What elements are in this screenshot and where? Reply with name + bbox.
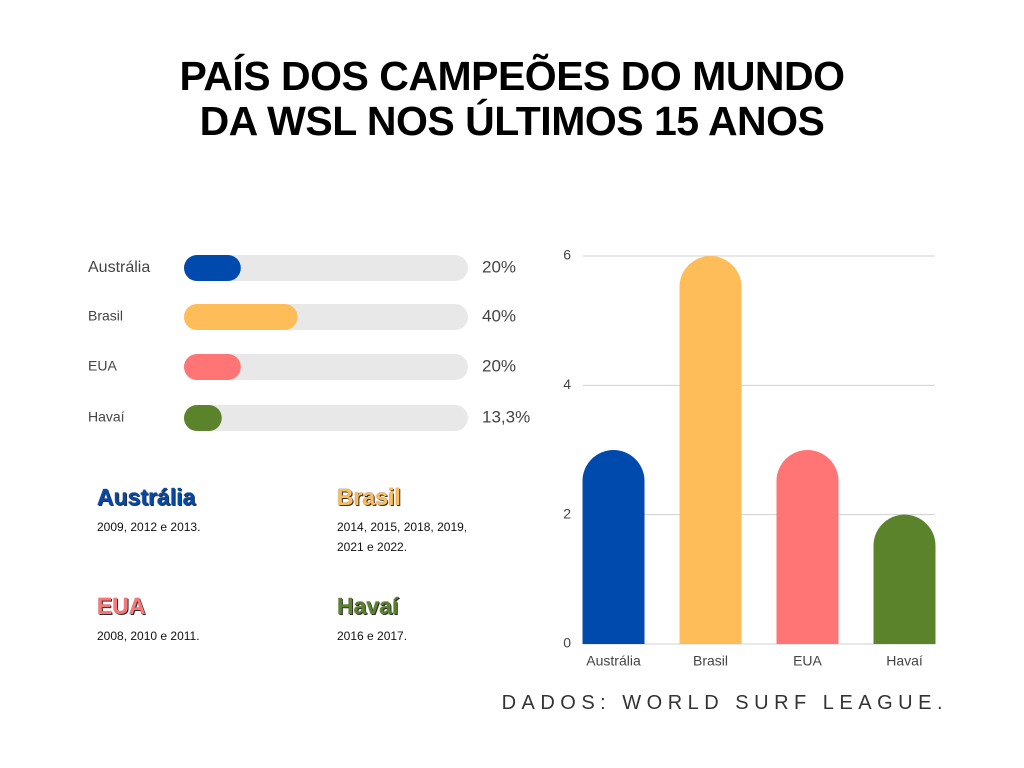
bar	[582, 450, 645, 644]
progress-bar	[184, 405, 222, 431]
progress-bar	[184, 255, 241, 281]
x-tick-label: Brasil	[693, 653, 728, 669]
y-tick-label: 0	[563, 635, 571, 651]
value-label: 40%	[482, 306, 516, 325]
card-title: Austrália	[97, 484, 196, 510]
progress-bar	[184, 354, 241, 380]
card-years: 2009, 2012 e 2013.	[97, 520, 201, 534]
card-years: 2016 e 2017.	[337, 629, 408, 643]
card-years: 2014, 2015, 2018, 2019, 2021 e 2022.	[337, 520, 468, 554]
bar	[873, 514, 936, 644]
track	[184, 354, 468, 380]
value-label: 20%	[482, 257, 516, 276]
bar	[776, 450, 839, 644]
track	[184, 255, 468, 281]
x-tick-label: Havaí	[886, 653, 923, 669]
card: EUA 2008, 2010 e 2011.	[97, 593, 257, 646]
track	[184, 405, 468, 431]
card-title: Havaí	[337, 593, 399, 619]
row-label: Brasil	[88, 308, 123, 324]
row-label: Havaí	[88, 409, 125, 425]
card-years: 2008, 2010 e 2011.	[97, 629, 200, 643]
y-tick-label: 6	[563, 247, 571, 263]
progress-bar	[184, 304, 298, 330]
row-label: Austrália	[88, 259, 150, 276]
card-title: Brasil	[337, 484, 401, 510]
title: PAÍS DOS CAMPEÕES DO MUNDO DA WSL NOS ÚL…	[179, 53, 845, 144]
x-tick-label: EUA	[793, 653, 822, 669]
x-tick-label: Austrália	[586, 653, 641, 669]
bar	[679, 256, 742, 644]
row-label: EUA	[88, 358, 117, 374]
card: Austrália 2009, 2012 e 2013.	[97, 484, 257, 537]
card: Havaí 2016 e 2017.	[337, 593, 497, 646]
y-tick-label: 2	[563, 505, 571, 521]
y-tick-label: 4	[563, 376, 571, 392]
source: DADOS: WORLD SURF LEAGUE.	[501, 692, 948, 714]
value-label: 13,3%	[482, 407, 530, 426]
card: Brasil 2014, 2015, 2018, 2019, 2021 e 202…	[337, 484, 497, 557]
card-title: EUA	[97, 593, 146, 619]
value-label: 20%	[482, 356, 516, 375]
